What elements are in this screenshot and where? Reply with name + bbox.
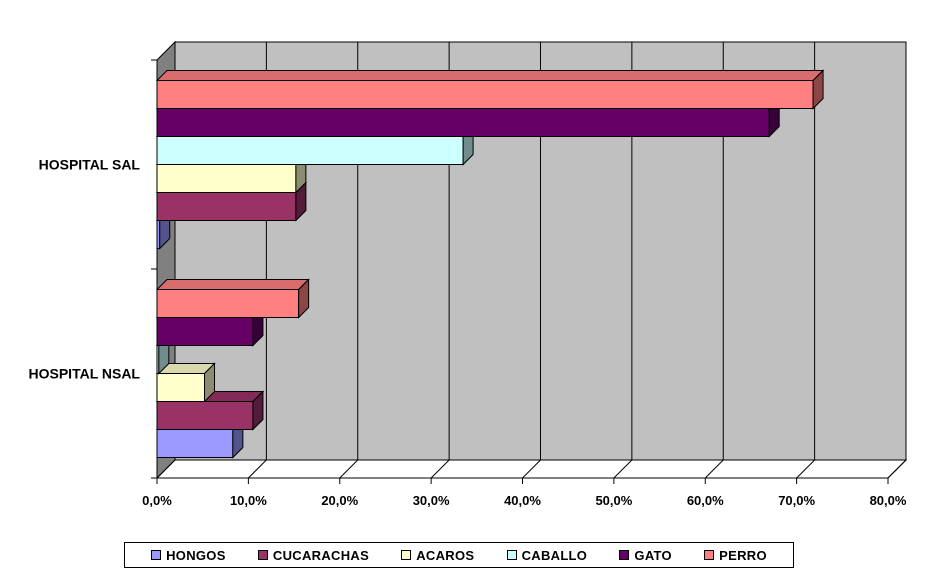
x-tick-label: 40,0% <box>504 493 541 508</box>
x-tick-label: 0,0% <box>142 493 172 508</box>
x-tick-label: 50,0% <box>595 493 632 508</box>
legend-item-gato: GATO <box>619 548 672 563</box>
bar-side-perro <box>298 278 310 319</box>
legend-swatch <box>506 550 517 560</box>
legend-swatch <box>257 550 268 560</box>
category-label: HOSPITAL SAL <box>39 157 141 173</box>
x-tick-label: 60,0% <box>687 493 724 508</box>
bar-cucarachas <box>156 401 254 430</box>
legend-item-hongos: HONGOS <box>151 548 226 563</box>
legend-swatch <box>704 550 715 560</box>
legend-swatch <box>151 550 162 560</box>
floor-gridline <box>613 459 633 479</box>
bar-top-perro <box>155 70 825 81</box>
legend-item-caballo: CABALLO <box>506 547 588 563</box>
bar-acaros <box>156 164 297 193</box>
bar-side-perro <box>812 69 824 110</box>
bar-gato <box>156 108 770 137</box>
legend-swatch <box>401 550 412 560</box>
floor-gridline <box>156 459 176 479</box>
chart-legend: HONGOS CUCARACHAS ACAROS CABALLO GATO PERRO <box>124 542 794 568</box>
legend-label: ACAROS <box>416 547 475 563</box>
floor-gridline <box>796 459 815 479</box>
category-label: HOSPITAL NSAL <box>29 366 141 382</box>
floor-gridline <box>430 459 450 479</box>
legend-label: PERRO <box>719 547 767 563</box>
legend-label: GATO <box>634 547 672 563</box>
x-tick-label: 80,0% <box>870 493 907 508</box>
x-tick-label: 20,0% <box>321 493 358 508</box>
bar-acaros <box>156 373 206 402</box>
legend-label: CUCARACHAS <box>272 547 370 563</box>
floor-gridline <box>339 459 359 479</box>
legend-item-cucarachas: CUCARACHAS <box>257 547 370 563</box>
bar-perro <box>156 289 300 318</box>
bar-gato <box>156 317 254 346</box>
legend-label: HONGOS <box>166 547 226 563</box>
chart-plot: 0,0% 10,0% 20,0% 30,0% 40,0% 50,0% 60,0% 70,0% 8… <box>29 40 908 508</box>
bar-caballo <box>156 136 464 165</box>
x-tick-label: 10,0% <box>230 493 267 508</box>
bar-top-perro <box>155 279 310 290</box>
x-tick-label: 30,0% <box>413 493 450 508</box>
floor-gridline <box>887 459 907 479</box>
bar-side-acaros <box>204 362 216 403</box>
floor-gridline <box>704 459 724 479</box>
floor-gridline <box>522 459 541 479</box>
legend-item-acaros: ACAROS <box>401 548 474 563</box>
legend-item-perro: PERRO <box>704 548 767 563</box>
bar-cucarachas <box>156 192 297 221</box>
bar-hongos <box>156 429 234 458</box>
x-tick-label: 70,0% <box>778 493 815 508</box>
legend-label: CABALLO <box>521 547 588 563</box>
floor-gridline <box>248 459 267 479</box>
legend-swatch <box>619 550 630 560</box>
bar-perro <box>156 80 814 109</box>
bar-side-cucarachas <box>252 390 264 431</box>
